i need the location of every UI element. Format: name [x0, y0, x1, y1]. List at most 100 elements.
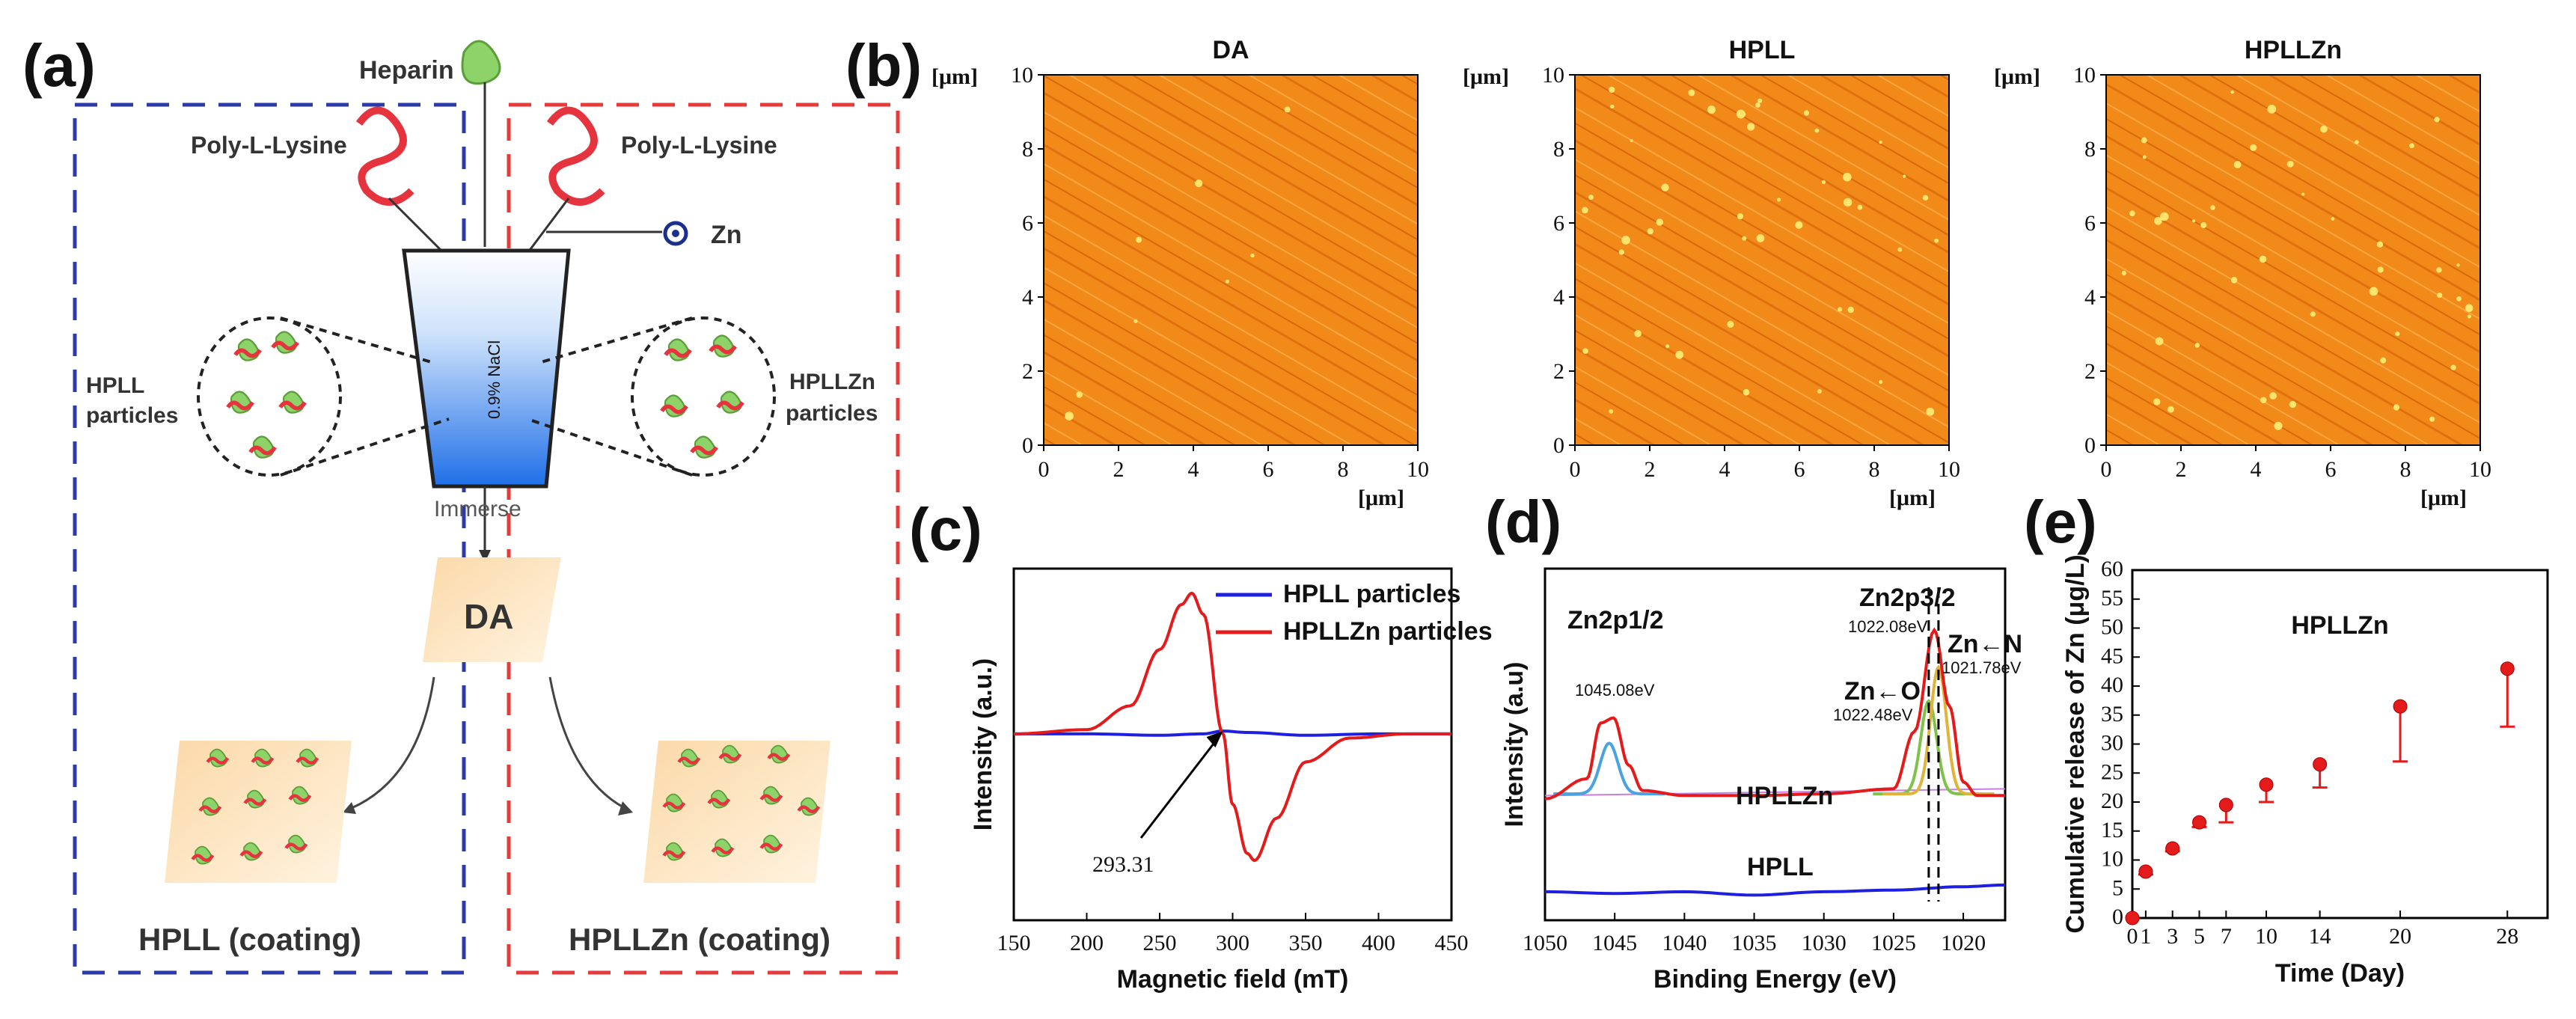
afm-particle: [2456, 296, 2462, 302]
afm-surface: [2105, 74, 2481, 446]
schematic-panel: Heparin Poly-L-Lysine Poly-L-Lysine Zn 0…: [73, 40, 900, 975]
afm-ytick: 2: [1022, 359, 1033, 384]
afm-image-2: HPLLZn [μm] [μm] 00 2 2 4 4 6 6 8 8 10 10: [1994, 36, 2491, 510]
afm-particle: [2155, 337, 2164, 346]
particle: [767, 744, 791, 764]
afm-particle: [1897, 247, 1903, 252]
afm-particle: [1922, 195, 1929, 201]
xps-xtick: 1050: [1523, 931, 1567, 955]
xps-series-1: [1544, 883, 2006, 897]
afm-ytick: 6: [2084, 211, 2096, 236]
afm-ytick: 4: [1022, 285, 1033, 310]
afm-particle: [2437, 293, 2443, 299]
pll-left-icon: [355, 106, 414, 206]
panel-label-d: (d): [1485, 489, 1561, 555]
afm-particle: [2377, 266, 2384, 273]
afm-particle: [1756, 234, 1765, 242]
afm-title: HPLL: [1729, 36, 1796, 64]
afm-particle: [1076, 391, 1083, 398]
particle: [662, 793, 686, 813]
afm-image-1: HPLL [μm] [μm] 00 2 2 4 4 6 6 8 8 10 10: [1463, 36, 1960, 510]
afm-particle: [2154, 217, 2162, 225]
particle: [664, 338, 692, 361]
afm-ytick: 8: [1553, 137, 1564, 162]
hpll-particles-label: HPLL: [86, 373, 144, 398]
afm-particle: [2194, 343, 2200, 348]
release-point: [2259, 777, 2274, 792]
heparin-label: Heparin: [359, 56, 454, 85]
afm-particle: [1688, 89, 1695, 97]
afm-particle: [2331, 217, 2335, 221]
xps-label-zn-n: Zn←N: [1948, 630, 2022, 658]
immerse-label: Immerse: [434, 497, 521, 521]
afm-title: HPLLZn: [2245, 36, 2342, 64]
afm-particle: [2250, 144, 2257, 151]
afm-particle: [1621, 236, 1630, 245]
release-ytick: 10: [2101, 847, 2123, 872]
release-xtick: 1: [2140, 924, 2151, 949]
afm-ytick: 8: [1022, 137, 1033, 162]
particle: [191, 845, 215, 865]
afm-unit-x: [μm]: [2420, 486, 2467, 510]
afm-particle: [2230, 277, 2238, 284]
afm-particle: [1588, 195, 1594, 201]
epr-legend-label: HPLLZn particles: [1283, 617, 1493, 646]
epr-xtick: 400: [1362, 931, 1395, 955]
xps-label-hpllzn: HPLLZn: [1736, 782, 1833, 810]
afm-xtick: 0: [1570, 457, 1581, 482]
afm-particle: [1838, 307, 1843, 312]
afm-particle: [1136, 236, 1142, 243]
afm-particle: [1250, 253, 1255, 258]
afm-particle: [2434, 117, 2440, 123]
release-point: [2138, 864, 2153, 879]
particle: [716, 391, 744, 414]
afm-particle: [1742, 236, 1747, 241]
afm-particle: [2376, 241, 2384, 248]
particle: [284, 834, 308, 854]
afm-particle: [2210, 205, 2215, 210]
epr-legend-label: HPLL particles: [1283, 580, 1460, 608]
afm-particle: [1803, 110, 1810, 116]
release-point: [2393, 699, 2408, 714]
afm-ytick: 8: [2084, 137, 2096, 162]
afm-particle: [2230, 90, 2234, 94]
afm-particle: [2141, 137, 2147, 144]
afm-particle: [2259, 255, 2267, 263]
afm-particle: [2320, 125, 2328, 133]
afm-ytick: 10: [1011, 63, 1033, 88]
afm-xtick: 4: [1188, 457, 1199, 482]
xps-chart: 1050 1045 1040 1035 1030 1025 1020 Binding Ener…: [1500, 567, 2022, 994]
afm-xtick: 4: [2251, 457, 2262, 482]
afm-unit-x: [μm]: [1889, 486, 1936, 510]
xps-xtick: 1030: [1802, 931, 1847, 955]
particle: [243, 789, 267, 809]
afm-particle: [2289, 400, 2297, 408]
afm-particle: [1736, 109, 1746, 119]
release-ylabel: Cumulative release of Zn (μg/L): [2061, 554, 2090, 933]
afm-particle: [2142, 155, 2147, 159]
afm-ytick: 0: [1022, 433, 1033, 458]
epr-series-1: [1013, 591, 1451, 863]
afm-particle: [2436, 267, 2442, 273]
release-point: [2313, 757, 2328, 772]
afm-xtick: 0: [2101, 457, 2112, 482]
epr-annotation-arrow: [1139, 735, 1221, 839]
xps-label-zn2p32: Zn2p3/2: [1859, 584, 1955, 612]
afm-xtick: 2: [1645, 457, 1656, 482]
pll-right-icon: [546, 106, 605, 206]
release-xtick: 0: [2127, 924, 2138, 949]
hpllzn-particles-label-2: particles: [786, 401, 878, 426]
afm-particle: [1284, 106, 1291, 113]
epr-xtick: 450: [1435, 931, 1469, 955]
pll-right-label: Poly-L-Lysine: [621, 132, 777, 159]
zn-label: Zn: [711, 221, 742, 249]
afm-ytick: 2: [1553, 359, 1564, 384]
xps-ylabel: Intensity (a.u): [1500, 661, 1529, 827]
afm-unit-y: [μm]: [931, 64, 978, 89]
afm-particle: [2380, 357, 2387, 364]
hpll-dashed-box: [73, 102, 466, 975]
afm-xtick: 4: [1719, 457, 1731, 482]
release-ytick: 25: [2101, 759, 2123, 784]
afm-particle: [1879, 140, 1882, 144]
afm-particle: [2286, 160, 2294, 168]
